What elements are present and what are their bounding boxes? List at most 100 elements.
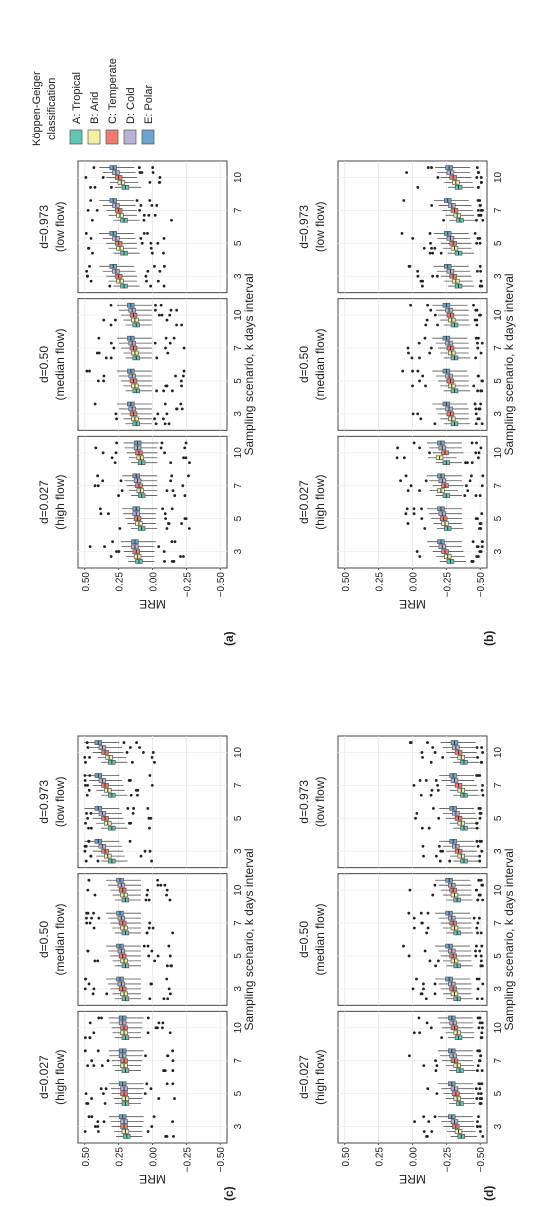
outlier-point: [111, 540, 114, 544]
outlier-point: [464, 461, 467, 465]
outlier-point: [92, 926, 96, 930]
outlier-point: [423, 336, 427, 340]
outlier-point: [149, 1087, 153, 1091]
outlier-point: [168, 313, 172, 317]
outlier-point: [89, 185, 92, 189]
outlier-point: [129, 779, 132, 782]
outlier-point: [171, 1059, 175, 1063]
panel-title-line1: d=0.50: [37, 921, 51, 958]
outlier-point: [418, 1031, 422, 1035]
outlier-point: [424, 323, 428, 327]
panel-title-line2: (low flow): [53, 201, 67, 252]
outlier-point: [476, 389, 479, 393]
outlier-point: [481, 982, 485, 986]
outlier-point: [475, 774, 478, 777]
y-tick-label: −0.50: [476, 572, 487, 598]
outlier-point: [480, 760, 484, 764]
legend-label: D: Cold: [125, 87, 137, 124]
outlier-point: [174, 374, 177, 378]
x-tick-label: 3: [233, 1123, 244, 1129]
panel-title-line1: d=0.973: [297, 780, 311, 824]
outlier-point: [479, 180, 483, 184]
x-tick-label: 5: [233, 953, 244, 959]
outlier-point: [90, 1115, 94, 1119]
outlier-point: [406, 489, 410, 493]
outlier-point: [418, 356, 421, 360]
panel-title-line1: d=0.027: [297, 480, 311, 524]
outlier-point: [475, 323, 479, 327]
outlier-point: [179, 555, 182, 558]
outlier-point: [136, 793, 139, 797]
x-tick-label: 5: [493, 515, 504, 521]
outlier-point: [86, 783, 89, 787]
outlier-point: [180, 407, 184, 411]
outlier-point: [159, 883, 163, 887]
outlier-point: [411, 412, 415, 416]
outlier-point: [166, 1054, 170, 1058]
outlier-point: [472, 384, 476, 388]
outlier-point: [468, 479, 472, 483]
outlier-point: [478, 1049, 481, 1053]
outlier-point: [478, 1016, 482, 1020]
outlier-point: [149, 246, 153, 250]
outlier-point: [472, 916, 476, 920]
outlier-point: [136, 788, 140, 792]
outlier-point: [90, 1059, 94, 1063]
outlier-point: [112, 346, 116, 350]
outlier-point: [153, 417, 156, 421]
outlier-point: [474, 494, 478, 497]
outlier-point: [105, 992, 109, 996]
outlier-point: [84, 176, 88, 179]
legend-swatch: [105, 129, 119, 145]
outlier-point: [414, 816, 417, 820]
outlier-point: [167, 987, 171, 991]
x-tick-label: 5: [233, 815, 244, 821]
outlier-point: [180, 522, 184, 525]
outlier-point: [474, 356, 478, 360]
outlier-point: [436, 959, 440, 963]
outlier-point: [407, 911, 411, 915]
outlier-point: [150, 1125, 154, 1128]
outlier-point: [412, 441, 416, 445]
outlier-point: [100, 1016, 103, 1020]
outlier-point: [90, 1097, 93, 1100]
outlier-point: [169, 461, 173, 465]
outlier-point: [122, 741, 126, 744]
outlier-point: [426, 166, 430, 169]
outlier-point: [479, 954, 483, 958]
outlier-point: [182, 555, 185, 558]
outlier-point: [481, 474, 485, 478]
outlier-point: [416, 185, 420, 189]
outlier-point: [479, 279, 483, 283]
outlier-point: [171, 1082, 175, 1086]
outlier-point: [478, 1087, 482, 1091]
outlier-point: [160, 313, 164, 317]
outlier-point: [419, 911, 423, 915]
outlier-point: [412, 1031, 416, 1035]
outlier-point: [171, 489, 175, 493]
outlier-point: [463, 494, 467, 497]
outlier-point: [93, 402, 97, 406]
outlier-point: [101, 176, 105, 179]
panel-title-line1: d=0.027: [37, 1055, 51, 1099]
outlier-point: [131, 811, 135, 815]
outlier-point: [167, 422, 171, 426]
y-tick-label: 0.50: [81, 572, 92, 592]
panel-title-line1: d=0.027: [297, 1055, 311, 1099]
outlier-point: [141, 751, 145, 754]
outlier-point: [150, 755, 154, 759]
outlier-point: [475, 821, 479, 825]
outlier-point: [474, 451, 478, 455]
outlier-point: [108, 284, 112, 288]
outlier-point: [479, 527, 483, 530]
outlier-point: [481, 540, 484, 544]
outlier-point: [102, 374, 106, 378]
outlier-point: [143, 1092, 147, 1096]
outlier-point: [479, 176, 483, 179]
panel-title-line2: (median flow): [313, 903, 327, 975]
outlier-point: [99, 1087, 103, 1091]
outlier-point: [418, 779, 422, 782]
x-tick-label: 3: [233, 848, 244, 854]
outlier-point: [436, 788, 440, 792]
outlier-point: [476, 555, 480, 558]
